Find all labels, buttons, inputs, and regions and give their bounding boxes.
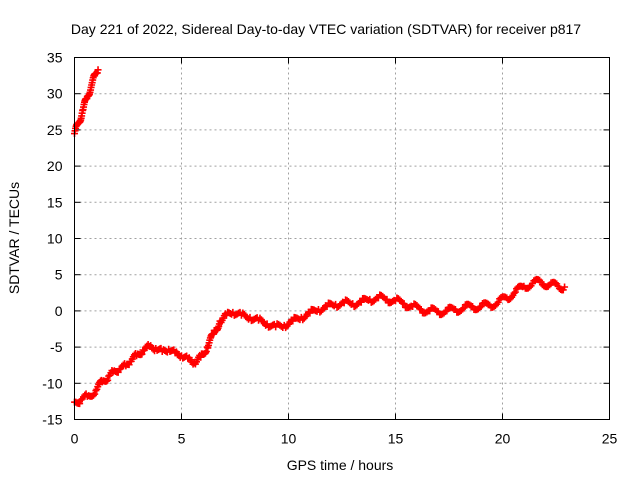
- x-tick-label: 25: [602, 431, 618, 447]
- data-point: [104, 376, 112, 384]
- x-axis-label: GPS time / hours: [287, 457, 394, 473]
- data-point: [92, 387, 100, 395]
- y-tick-label: -15: [42, 412, 62, 428]
- y-tick-label: 0: [55, 303, 63, 319]
- y-tick-label: -10: [42, 375, 62, 391]
- y-tick-label: 25: [47, 122, 63, 138]
- data-point: [561, 283, 569, 291]
- x-tick-label: 10: [281, 431, 297, 447]
- y-tick-label: 20: [47, 158, 63, 174]
- data-point: [89, 391, 97, 399]
- data-point: [476, 304, 484, 312]
- data-point: [306, 309, 314, 317]
- data-point: [202, 347, 210, 355]
- data-point: [510, 289, 518, 297]
- x-tick-label: 20: [495, 431, 511, 447]
- data-point: [103, 377, 111, 385]
- data-point: [94, 66, 102, 74]
- data-point: [400, 300, 408, 308]
- data-point: [511, 288, 519, 296]
- data-point: [417, 305, 425, 313]
- y-tick-label: 10: [47, 231, 63, 247]
- data-point: [383, 295, 391, 303]
- data-point: [138, 350, 146, 358]
- y-tick-labels: -15 -10 -5 0 5 10 15 20 25 30 35: [42, 50, 62, 428]
- data-point: [494, 298, 502, 306]
- x-tick-label: 15: [388, 431, 404, 447]
- y-tick-label: 15: [47, 194, 63, 210]
- chart-title: Day 221 of 2022, Sidereal Day-to-day VTE…: [71, 21, 581, 37]
- data-series: [71, 66, 569, 408]
- x-tick-label: 5: [178, 431, 186, 447]
- x-tick-labels: 0 5 10 15 20 25: [71, 431, 618, 447]
- series-markers: [71, 66, 569, 408]
- data-point: [202, 349, 210, 357]
- y-tick-label: 35: [47, 50, 63, 66]
- x-tick-label: 0: [71, 431, 79, 447]
- plot-frame: [74, 57, 610, 420]
- y-tick-label: 5: [55, 267, 63, 283]
- y-axis-label: SDTVAR / TECUs: [6, 182, 22, 294]
- y-tick-label: 30: [47, 86, 63, 102]
- data-point: [91, 390, 99, 398]
- data-point: [526, 283, 534, 291]
- data-point: [459, 305, 467, 313]
- data-point: [114, 368, 122, 376]
- data-point: [76, 400, 84, 408]
- grid: [74, 57, 610, 420]
- data-point: [357, 298, 365, 306]
- data-point: [443, 307, 451, 315]
- y-tick-label: -5: [50, 339, 63, 355]
- data-point: [460, 304, 468, 312]
